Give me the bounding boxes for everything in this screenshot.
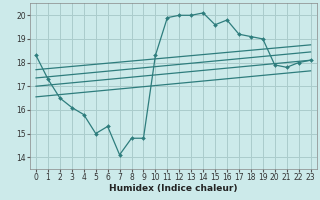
X-axis label: Humidex (Indice chaleur): Humidex (Indice chaleur) — [109, 184, 237, 193]
